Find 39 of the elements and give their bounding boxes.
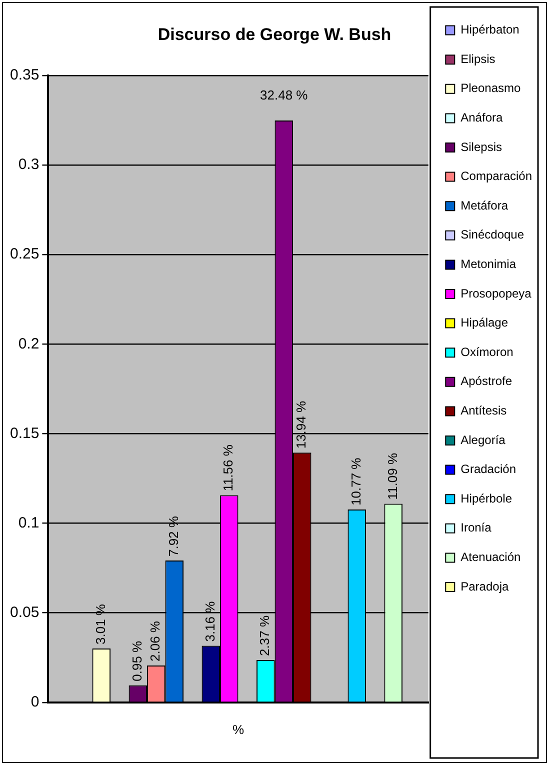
legend-label: Silepsis	[460, 140, 502, 154]
legend-label: Apóstrofe	[460, 374, 512, 388]
y-tick-label: 0.1	[18, 514, 40, 532]
data-label: 11.09 %	[384, 452, 400, 500]
data-label: 0.95 %	[129, 640, 144, 682]
y-tick-label: 0.2	[18, 335, 40, 352]
legend-label: Metáfora	[460, 198, 508, 212]
y-tick-label: 0	[30, 694, 40, 711]
legend-label: Elipsis	[460, 52, 496, 66]
legend-label: Sinécdoque	[460, 228, 524, 242]
data-label: 2.37 %	[257, 615, 272, 656]
data-label: 2.06 %	[148, 620, 163, 662]
legend-label: Ironía	[460, 520, 492, 535]
y-tick-label: 0.15	[10, 424, 40, 442]
legend-label: Comparación	[460, 169, 532, 184]
data-label: 10.77 %	[348, 457, 364, 506]
x-tick-label: %	[232, 722, 244, 737]
y-tick-label: 0.25	[10, 246, 40, 263]
data-label: 3.16 %	[202, 600, 218, 642]
legend-label: Prosopopeya	[460, 286, 532, 300]
y-tick-label: 0.35	[10, 66, 40, 84]
y-tick-label: 0.05	[10, 604, 40, 621]
legend-label: Hipérbaton	[460, 22, 520, 37]
y-tick-label: 0.3	[18, 156, 40, 174]
data-label: 32.48 %	[260, 88, 308, 103]
legend-label: Anáfora	[460, 110, 503, 125]
data-label: 11.56 %	[220, 444, 236, 492]
legend-label: Oxímoron	[460, 344, 514, 359]
legend-label: Hipérbole	[460, 491, 512, 506]
legend-label: Gradación	[460, 462, 516, 476]
legend-label: Pleonasmo	[460, 81, 521, 96]
chart-title: Discurso de George W. Bush	[158, 24, 392, 44]
legend-label: Paradoja	[460, 579, 509, 594]
legend-label: Metonimia	[460, 257, 516, 272]
legend-label: Antítesis	[460, 404, 507, 418]
legend-label: Atenuación	[460, 550, 521, 564]
legend-label: Hipálage	[460, 316, 508, 330]
legend-label: Alegoría	[460, 432, 506, 447]
data-label: 13.94 %	[294, 400, 309, 449]
